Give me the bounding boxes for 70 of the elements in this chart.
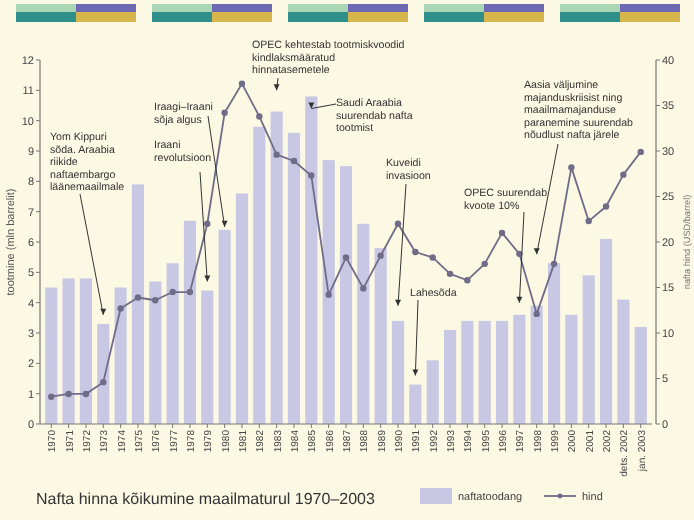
text: Nafta hinna kõikumine maailmaturul 1970–2003	[36, 490, 376, 508]
point	[360, 285, 367, 292]
bar	[149, 281, 162, 424]
point	[637, 148, 644, 156]
bar	[253, 126, 266, 424]
bar	[513, 314, 526, 424]
point	[65, 390, 72, 398]
point	[238, 80, 246, 87]
point	[446, 270, 454, 278]
bar	[339, 166, 353, 424]
bar	[530, 305, 543, 424]
point	[290, 157, 298, 165]
point	[117, 305, 124, 312]
bar	[131, 184, 145, 424]
point	[568, 164, 575, 171]
point	[256, 113, 263, 120]
point	[412, 248, 419, 256]
point	[204, 220, 211, 227]
bar	[166, 263, 179, 424]
bar	[322, 160, 335, 424]
point	[585, 217, 592, 225]
point	[377, 252, 384, 259]
bar	[461, 320, 474, 424]
line-series	[48, 80, 644, 400]
bar	[495, 320, 509, 424]
point	[308, 172, 315, 179]
bar	[201, 290, 214, 424]
bar	[409, 384, 422, 424]
bar	[287, 132, 301, 424]
point	[152, 297, 159, 304]
point	[498, 229, 506, 237]
bar	[617, 299, 630, 424]
bar	[374, 248, 387, 424]
bar	[391, 320, 405, 424]
point	[464, 277, 471, 284]
point	[533, 310, 540, 318]
bar	[478, 320, 491, 424]
bar	[426, 360, 439, 424]
bar	[634, 326, 647, 424]
bar	[79, 278, 93, 424]
bar	[235, 193, 249, 424]
point	[620, 171, 627, 178]
point	[342, 254, 350, 261]
bar	[270, 111, 283, 424]
bar	[62, 278, 75, 424]
bar	[565, 314, 578, 424]
point	[134, 294, 142, 301]
bar	[97, 323, 110, 424]
bar	[582, 275, 595, 424]
point	[394, 220, 402, 227]
point	[48, 393, 55, 400]
bar	[305, 96, 318, 424]
point	[550, 260, 558, 268]
point	[186, 288, 194, 296]
bar	[45, 287, 58, 424]
point	[325, 291, 332, 298]
bar	[443, 329, 457, 424]
bar	[599, 238, 613, 424]
bar	[357, 223, 370, 424]
point	[481, 260, 488, 268]
point	[273, 151, 280, 158]
point	[429, 254, 436, 261]
point	[100, 378, 107, 386]
bar	[114, 287, 127, 424]
bar	[547, 263, 561, 424]
bar	[183, 220, 197, 424]
point	[221, 109, 228, 116]
point	[602, 203, 610, 210]
point	[82, 390, 90, 398]
point	[169, 288, 176, 296]
